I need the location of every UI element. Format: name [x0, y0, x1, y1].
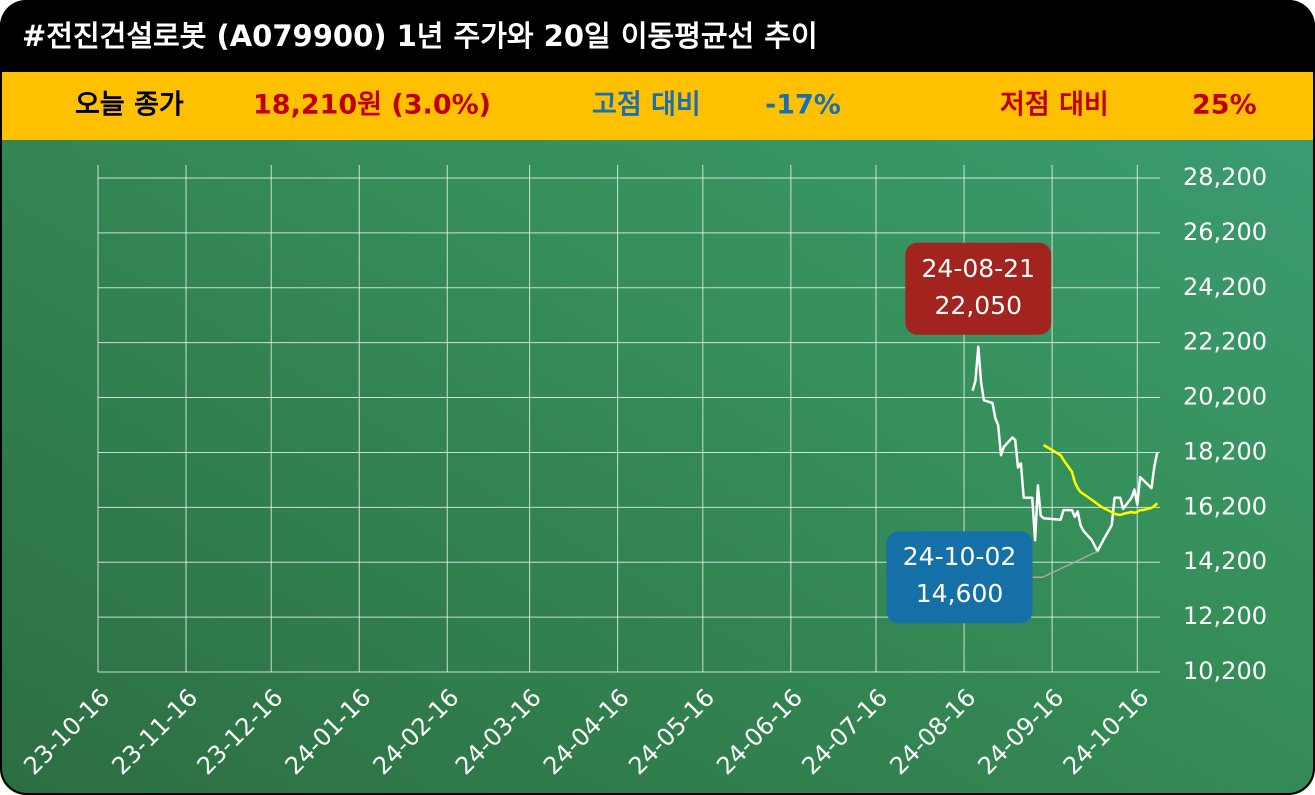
chart-title: #전진건설로봇 (A079900) 1년 주가와 20일 이동평균선 추이 [22, 19, 818, 53]
close-value: 18,210원 (3.0%) [253, 90, 491, 121]
annotation-date: 24-08-21 [922, 254, 1035, 283]
annotation-box [886, 531, 1033, 624]
y-tick-label: 10,200 [1183, 657, 1267, 685]
y-tick-label: 14,200 [1183, 547, 1267, 575]
y-tick-label: 18,200 [1183, 437, 1267, 465]
summary-bar [0, 72, 1315, 140]
title-bar [0, 0, 1315, 72]
close-label: 오늘 종가 [75, 90, 184, 121]
y-tick-label: 26,200 [1183, 218, 1267, 246]
annotation-value: 14,600 [916, 579, 1003, 608]
y-tick-label: 22,200 [1183, 328, 1267, 356]
low-label: 저점 대비 [1000, 90, 1109, 121]
y-tick-label: 12,200 [1183, 602, 1267, 630]
high-value: -17% [765, 90, 841, 121]
y-tick-label: 24,200 [1183, 273, 1267, 301]
y-tick-label: 28,200 [1183, 163, 1267, 191]
high-label: 고점 대비 [592, 90, 701, 121]
series-line [971, 345, 1159, 553]
y-tick-label: 20,200 [1183, 383, 1267, 411]
low-value: 25% [1192, 90, 1257, 121]
series-line [1042, 443, 1159, 517]
annotation-connector [1032, 550, 1098, 578]
annotation-date: 24-10-02 [903, 542, 1016, 571]
annotation-value: 22,050 [935, 291, 1022, 320]
y-tick-label: 16,200 [1183, 492, 1267, 520]
annotation-box [905, 242, 1052, 335]
